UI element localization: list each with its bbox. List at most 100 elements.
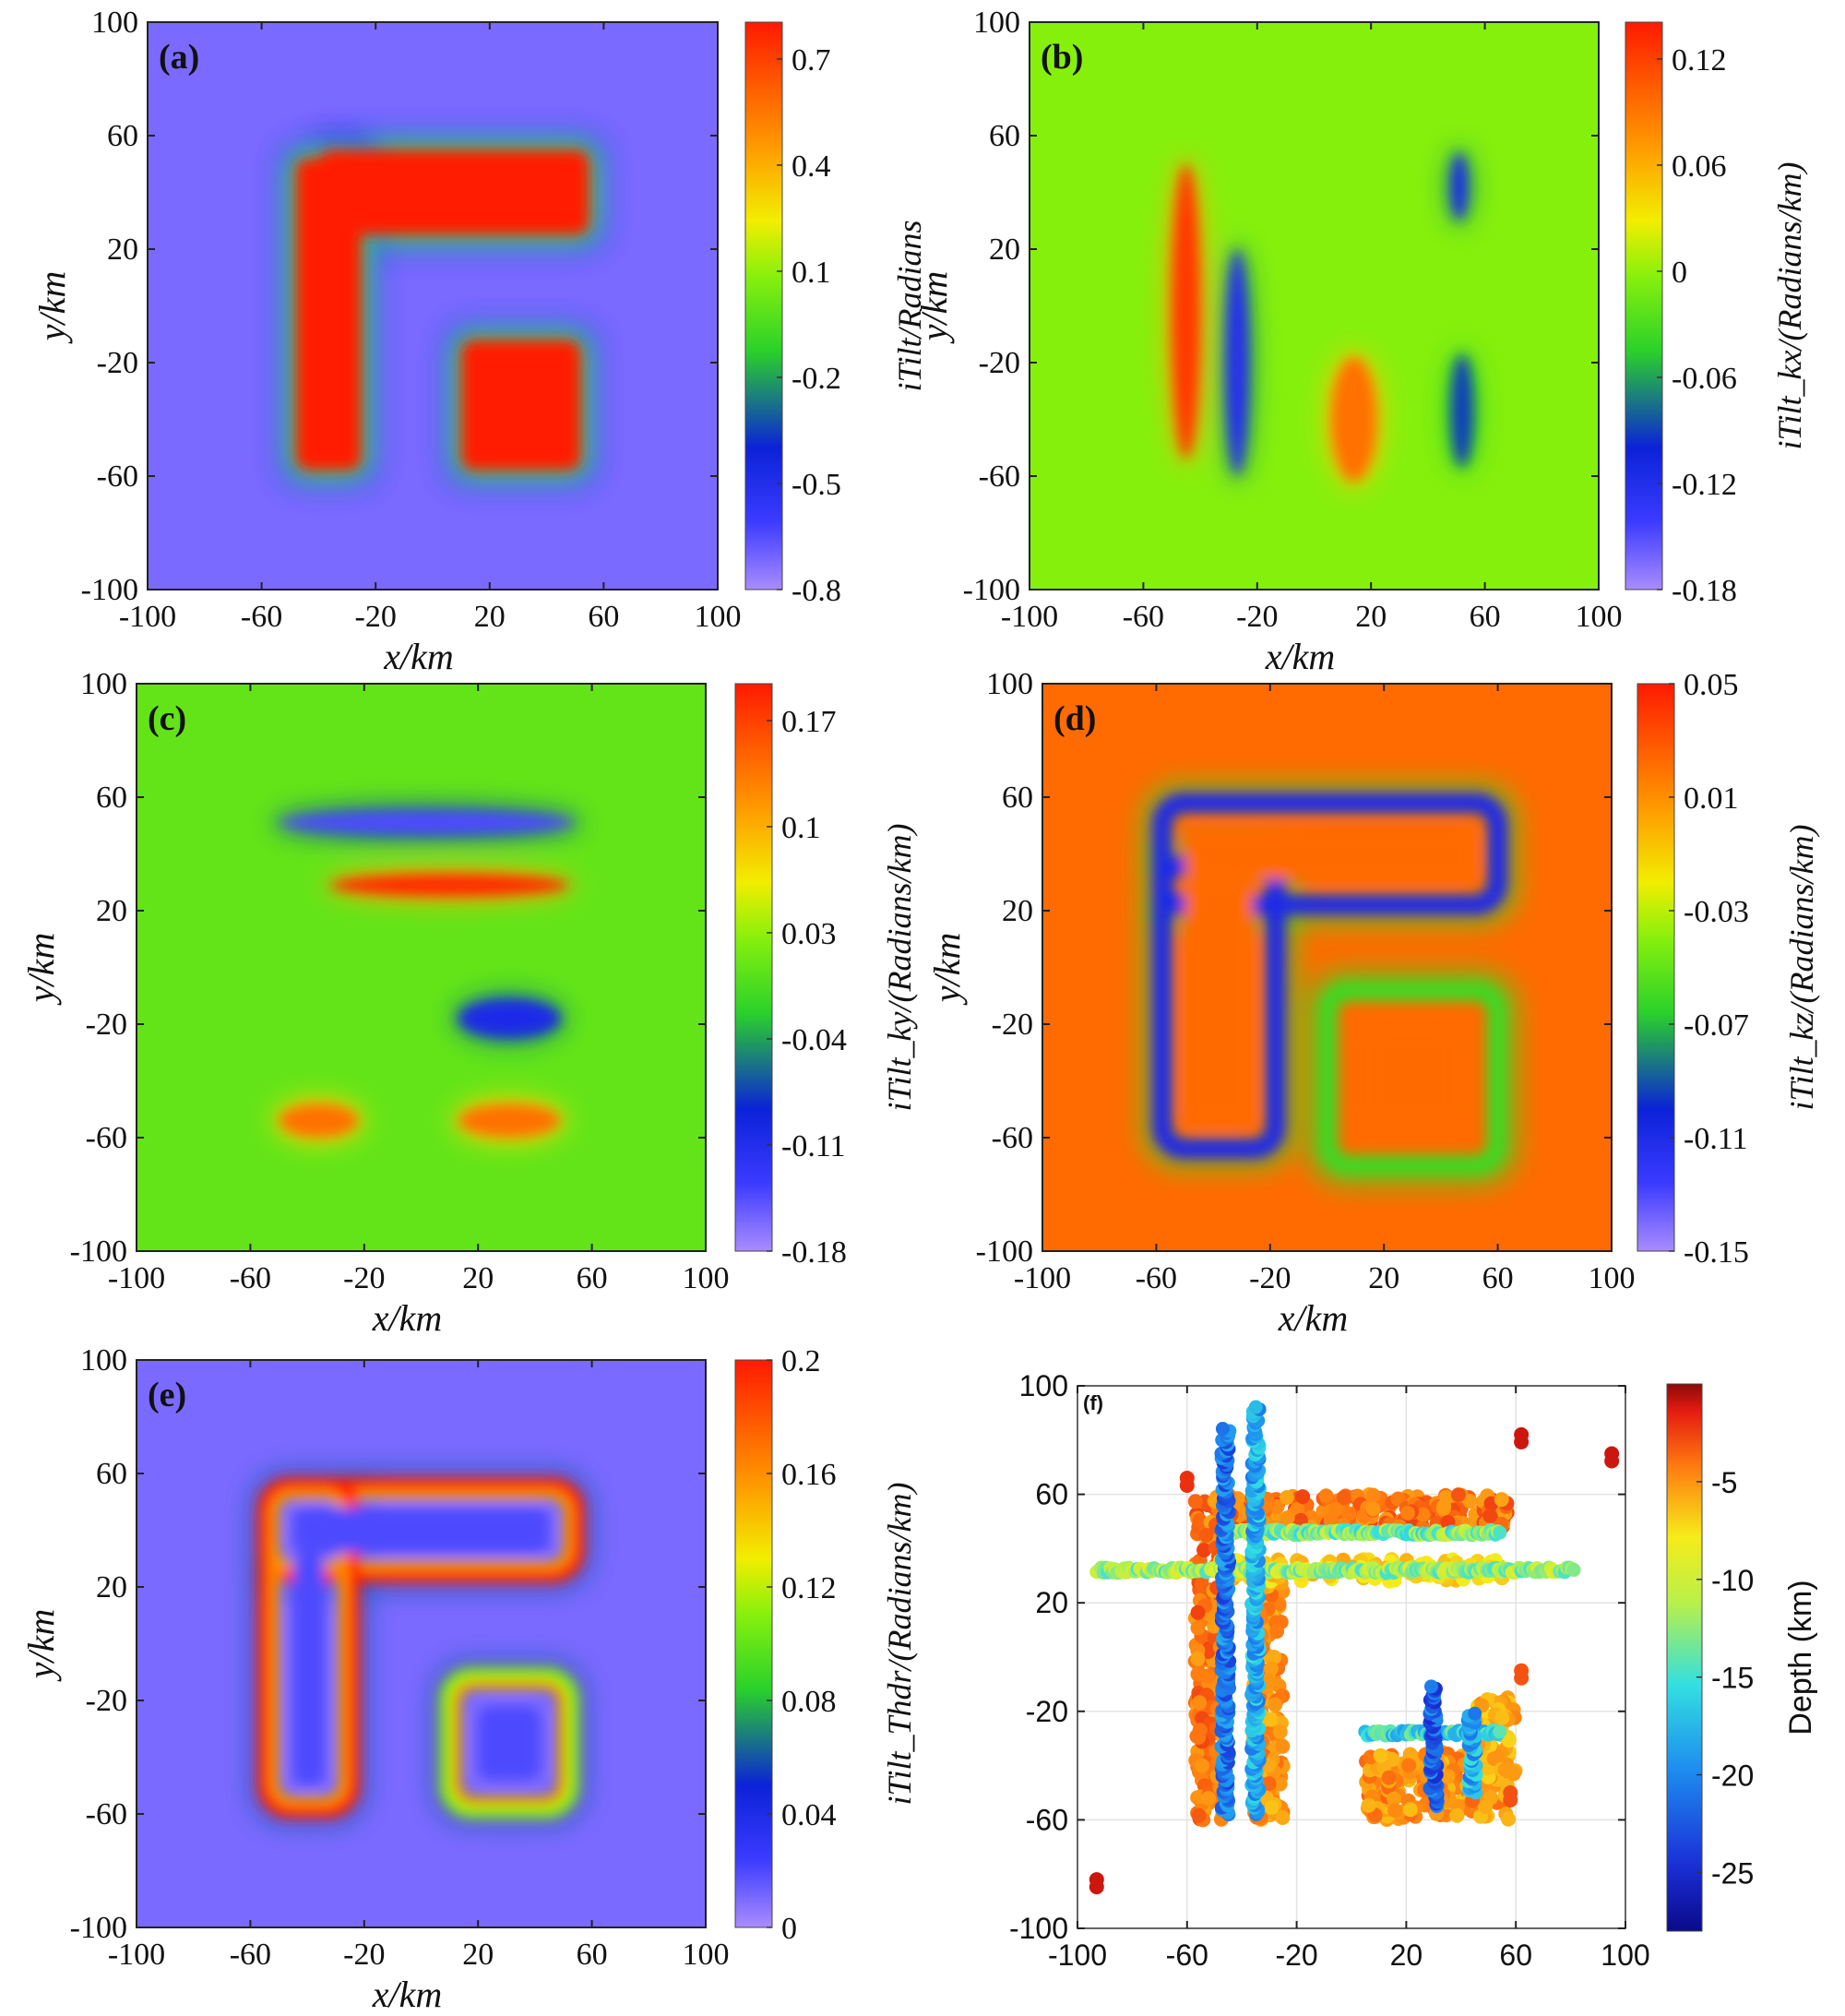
point-cluster-4 (1449, 1807, 1465, 1823)
x-tick-label: 100 (1601, 1938, 1649, 1972)
anomaly-ring-inner (452, 1680, 566, 1806)
y-tick-label: -100 (1009, 1912, 1068, 1945)
point-cluster-0 (1190, 1620, 1206, 1636)
colorbar-tick-label: -0.03 (1684, 895, 1749, 929)
y-tick-label: -60 (992, 1121, 1033, 1155)
plot-area (1042, 684, 1612, 1251)
y-tick-label: -20 (86, 1684, 127, 1718)
y-tick-label: 100 (80, 1343, 127, 1378)
point-cluster-2 (1263, 1712, 1279, 1727)
colorbar-tick-label: -0.15 (1684, 1235, 1749, 1270)
anomaly-4 (458, 1103, 561, 1139)
y-tick-label: 60 (107, 119, 138, 153)
y-tick-label: 100 (80, 667, 127, 701)
point-cluster-2 (1263, 1661, 1279, 1676)
colorbar-tick-label: 0.1 (792, 256, 831, 290)
point-cluster-4 (1440, 1769, 1456, 1784)
x-tick-label: -60 (241, 600, 282, 634)
colorbar-tick-label: -0.12 (1672, 468, 1737, 502)
anomaly-5 (478, 1706, 542, 1781)
point-cluster-1 (1436, 1498, 1452, 1514)
plot-frame (147, 21, 719, 590)
anomaly-3 (1184, 828, 1475, 880)
colorbar-tick-label: 0.05 (1684, 668, 1739, 702)
point-cluster-0 (1194, 1758, 1209, 1773)
y-tick-label: -60 (1026, 1803, 1068, 1836)
y-tick-label: -60 (86, 1797, 127, 1831)
plot-frame (136, 1359, 707, 1928)
y-axis-label: y/km (20, 1609, 62, 1683)
colorbar-tick-label: -20 (1711, 1760, 1754, 1793)
point-line-3 (1248, 1400, 1263, 1414)
anomaly-1 (295, 158, 362, 471)
x-tick-label: -60 (230, 1938, 271, 1972)
colorbar-tick-label: 0.03 (781, 917, 837, 951)
point-cluster-0 (1198, 1527, 1214, 1543)
panel-label: (c) (148, 699, 186, 738)
heatmap-background (148, 22, 718, 590)
point-cluster-1 (1365, 1501, 1381, 1517)
anomaly-3 (1450, 152, 1469, 221)
colorbar-label: iTilt_kz/(Radians/km) (1783, 825, 1820, 1111)
point-cluster-5 (1501, 1733, 1517, 1748)
y-tick-label: 100 (986, 667, 1033, 701)
point-outlier-4 (1514, 1670, 1530, 1686)
colorbar-tick-label: -15 (1711, 1662, 1754, 1695)
anomaly-3 (292, 1507, 550, 1554)
point-cluster-1 (1399, 1505, 1415, 1521)
point-cluster-2 (1275, 1738, 1291, 1754)
x-tick-label: -100 (1001, 600, 1058, 634)
point-cluster-2 (1269, 1624, 1285, 1640)
point-outlier-1 (1604, 1453, 1620, 1469)
point-cluster-0 (1200, 1668, 1216, 1684)
panel-d: -100 -60 -20 20 60 100 100 60 20 -20 -60 -100 x/km y/… (926, 667, 1820, 1339)
colorbar-tick-label: -0.8 (792, 574, 841, 608)
x-tick-label: 20 (1368, 1261, 1399, 1295)
panel-label: (e) (148, 1376, 186, 1414)
colorbar-tick-label: 0.17 (781, 705, 837, 739)
point-cluster-2 (1268, 1697, 1283, 1712)
point-line-6 (1468, 1706, 1482, 1721)
heatmap-core (295, 149, 589, 471)
x-tick-label: 60 (577, 1938, 608, 1972)
y-tick-label: 20 (96, 894, 127, 928)
point-cluster-0 (1190, 1651, 1206, 1666)
anomaly-0 (279, 811, 576, 834)
point-cluster-4 (1402, 1802, 1418, 1818)
x-axis-label: x/km (372, 1297, 443, 1339)
colorbar-label: Depth (km) (1783, 1580, 1818, 1735)
y-tick-label: -100 (976, 1235, 1033, 1269)
point-cluster-1 (1318, 1488, 1334, 1504)
y-tick-label: -20 (979, 346, 1020, 380)
point-cluster-4 (1478, 1799, 1494, 1815)
anomaly-3 (279, 1103, 359, 1139)
y-tick-label: 60 (989, 119, 1020, 153)
plot-frame (1029, 21, 1600, 590)
y-tick-label: 100 (973, 6, 1020, 40)
anomaly-4 (1450, 353, 1474, 468)
x-tick-label: -100 (1014, 1261, 1071, 1295)
point-cluster-2 (1267, 1650, 1282, 1665)
x-tick-label: 60 (1499, 1938, 1532, 1972)
y-tick-label: -100 (81, 573, 138, 607)
anomaly-ring-2 (439, 1667, 579, 1819)
x-tick-label: -20 (343, 1938, 385, 1972)
y-axis-label: y/km (20, 933, 62, 1007)
x-tick-label: -20 (1249, 1261, 1291, 1295)
colorbar (1637, 683, 1675, 1252)
colorbar-tick-label: 0.06 (1672, 149, 1727, 184)
point-cluster-1 (1415, 1507, 1431, 1522)
y-tick-label: -20 (1026, 1695, 1068, 1728)
anomaly-5 (1366, 1030, 1458, 1124)
y-tick-label: -20 (86, 1008, 127, 1042)
x-tick-label: -20 (1275, 1938, 1317, 1972)
y-tick-label: -100 (963, 573, 1020, 607)
plot-area (137, 1360, 706, 1927)
y-tick-label: 60 (1035, 1478, 1068, 1511)
colorbar-tick-label: -0.07 (1684, 1008, 1749, 1043)
y-tick-label: -20 (992, 1008, 1033, 1042)
colorbar-tick-label: 0.4 (792, 149, 831, 184)
point-cluster-1 (1365, 1487, 1381, 1503)
anomaly-ring-1 (256, 1477, 361, 1819)
anomaly-2 (460, 340, 581, 471)
